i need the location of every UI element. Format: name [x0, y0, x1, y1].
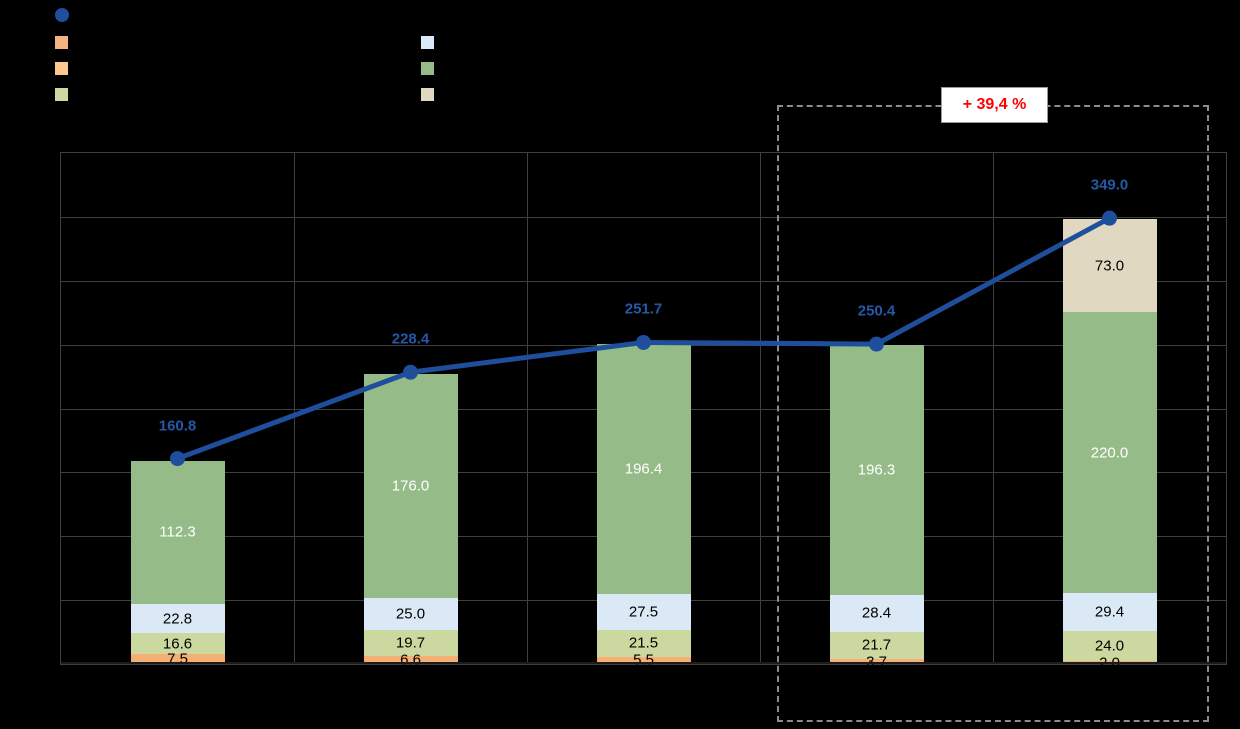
gridline-vertical [760, 153, 761, 664]
segment-value-label: 16.6 [162, 635, 193, 653]
legend-swatch-salmon [55, 36, 68, 49]
x-axis-line [61, 662, 1226, 664]
bar-segment-orange-segment [130, 654, 225, 664]
bar-segment-light-green-segment [1062, 630, 1157, 662]
plot-area: 7.5 16.6 22.8 112.3 6.6 19.7 25.0 176.0 5.5 21.5 2… [60, 152, 1227, 671]
chart-legend [0, 0, 1240, 115]
bar-segment-light-blue-segment [829, 595, 924, 632]
segment-value-label: 25.0 [395, 605, 426, 623]
segment-value-label: 28.4 [861, 604, 892, 622]
gridline-vertical [527, 153, 528, 664]
segment-value-label: 7.5 [167, 650, 188, 668]
segment-value-label: 196.3 [857, 461, 896, 479]
bar-segment-orange-segment [363, 655, 458, 664]
segment-value-label: 21.7 [861, 636, 892, 654]
total-value-label: 160.8 [158, 417, 197, 435]
segment-value-label: 5.5 [633, 651, 654, 669]
segment-value-label: 27.5 [628, 603, 659, 621]
legend-swatch-orange [55, 62, 68, 75]
total-value-label: 251.7 [624, 300, 663, 318]
segment-value-label: 29.4 [1094, 603, 1125, 621]
bar-segment-green-segment [130, 460, 225, 605]
bar-segment-light-green-segment [596, 629, 691, 657]
segment-value-label: 112.3 [159, 523, 196, 541]
segment-value-label: 22.8 [162, 610, 193, 628]
legend-swatch-green [421, 62, 434, 75]
legend-swatch-beige [421, 88, 434, 101]
bar-segment-light-blue-segment [130, 604, 225, 634]
total-value-label: 228.4 [391, 330, 430, 348]
legend-swatch-total-line-icon [55, 8, 69, 22]
segment-value-label: 21.5 [628, 634, 659, 652]
segment-value-label: 19.7 [395, 634, 426, 652]
bar-segment-orange-segment [829, 659, 924, 664]
bar-segment-light-blue-segment [363, 598, 458, 631]
bar-segment-light-blue-segment [596, 594, 691, 630]
bar-segment-light-green-segment [130, 633, 225, 655]
bar-segment-light-green-segment [829, 631, 924, 660]
bar-segment-light-green-segment [363, 630, 458, 656]
total-value-label: 349.0 [1090, 176, 1129, 194]
legend-swatch-light-blue [421, 36, 434, 49]
highlight-region [777, 105, 1209, 722]
gridline-vertical [294, 153, 295, 664]
segment-value-label: 3.7 [866, 653, 887, 670]
segment-value-label: 196.4 [624, 460, 663, 478]
segment-value-label: 6.6 [400, 651, 421, 669]
bar-segment-orange-segment [596, 656, 691, 664]
bar-segment-light-blue-segment [1062, 593, 1157, 631]
percent-change-annotation: + 39,4 % [941, 87, 1048, 123]
segment-value-label: 24.0 [1094, 637, 1125, 655]
segment-value-label: 176.0 [391, 477, 430, 495]
legend-swatch-light-green [55, 88, 68, 101]
